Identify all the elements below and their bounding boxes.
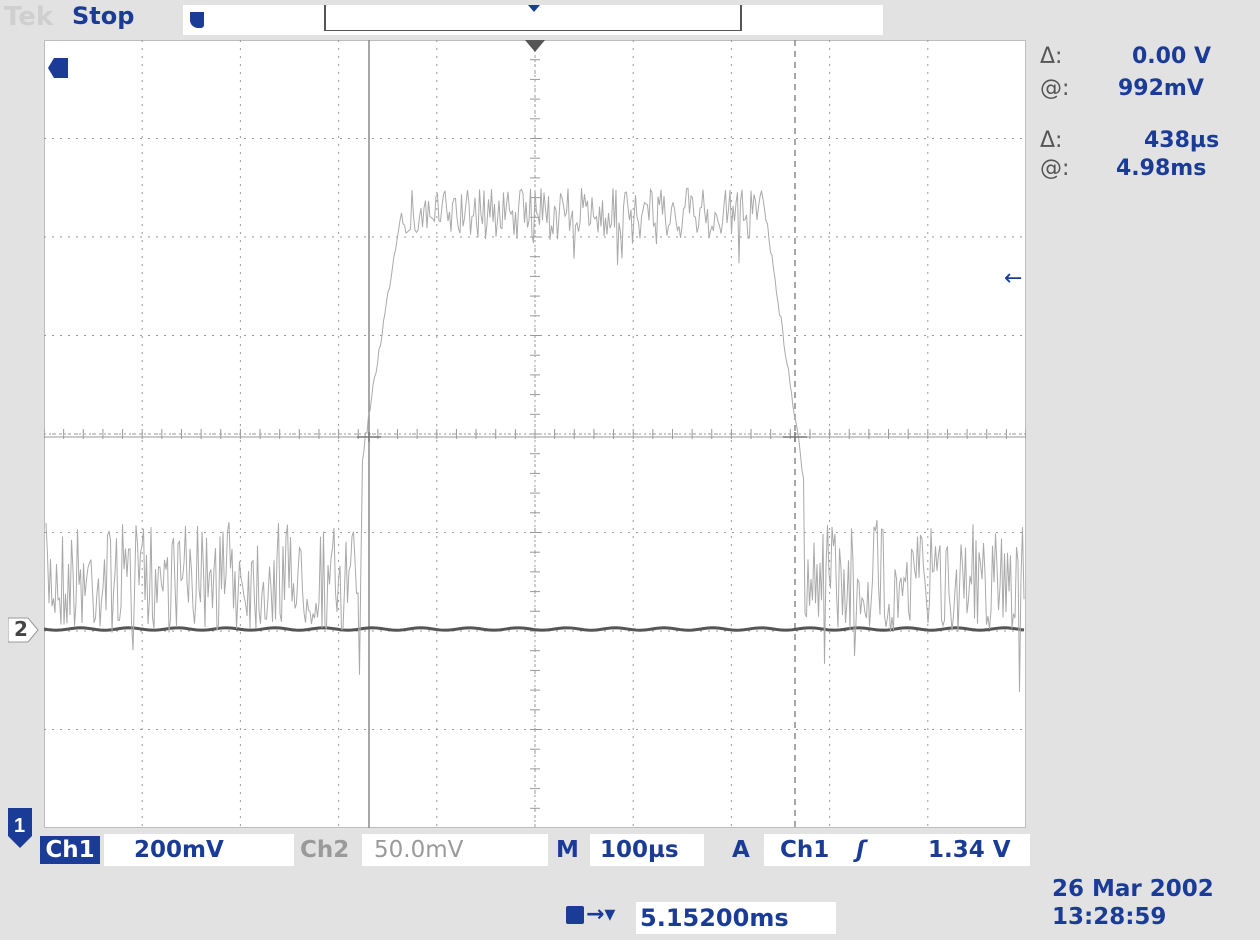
trigger-time-marker-icon — [525, 40, 545, 52]
timebase-label: M — [556, 837, 579, 863]
trigger-slope-icon: ʃ — [856, 837, 866, 863]
ref-level-arrow-icon: ← — [1004, 266, 1023, 291]
time-delta-value: 438µs — [1144, 128, 1220, 153]
run-state-label: Stop — [72, 2, 135, 30]
time-at-label: @: — [1040, 156, 1070, 181]
ch1-scale: 200mV — [104, 834, 294, 866]
trigger-readout-box — [764, 834, 1030, 866]
volt-at-label: @: — [1040, 76, 1070, 101]
ch2-label: Ch2 — [300, 837, 350, 863]
timebase-value: 100µs — [590, 834, 704, 866]
volt-delta-label: Δ: — [1040, 44, 1063, 69]
trigger-label: A — [732, 837, 750, 863]
time-label: 13:28:59 — [1052, 904, 1167, 930]
record-view-window — [324, 5, 742, 31]
brand-logo: Tek — [4, 2, 54, 32]
ch2-trace — [44, 626, 1025, 632]
ch1-trace — [45, 187, 1025, 692]
trigger-source: Ch1 — [780, 837, 830, 863]
delay-arrow-icon: →▾ — [586, 902, 616, 927]
ch1-ground-marker-icon: 1 — [8, 808, 32, 848]
time-at-value: 4.98ms — [1116, 156, 1207, 181]
volt-delta-value: 0.00 V — [1132, 44, 1211, 69]
trigger-position-value: 5.15200ms — [636, 902, 836, 934]
ch1-marker-label: 1 — [14, 815, 25, 837]
trigger-level: 1.34 V — [928, 837, 1011, 863]
trigger-position-icon — [190, 12, 204, 28]
trigger-level-marker-icon — [48, 58, 68, 78]
date-label: 26 Mar 2002 — [1052, 876, 1214, 902]
time-delta-label: Δ: — [1040, 128, 1063, 153]
volt-at-value: 992mV — [1118, 76, 1204, 101]
trigger-point-icon — [528, 5, 540, 12]
trigger-icon — [566, 906, 584, 924]
ch2-ground-marker-icon: 2 — [8, 617, 42, 643]
ch2-marker-label: 2 — [14, 617, 28, 641]
ch1-label: Ch1 — [40, 836, 100, 864]
ch2-scale: 50.0mV — [362, 834, 548, 866]
waveform-display — [44, 40, 1026, 828]
